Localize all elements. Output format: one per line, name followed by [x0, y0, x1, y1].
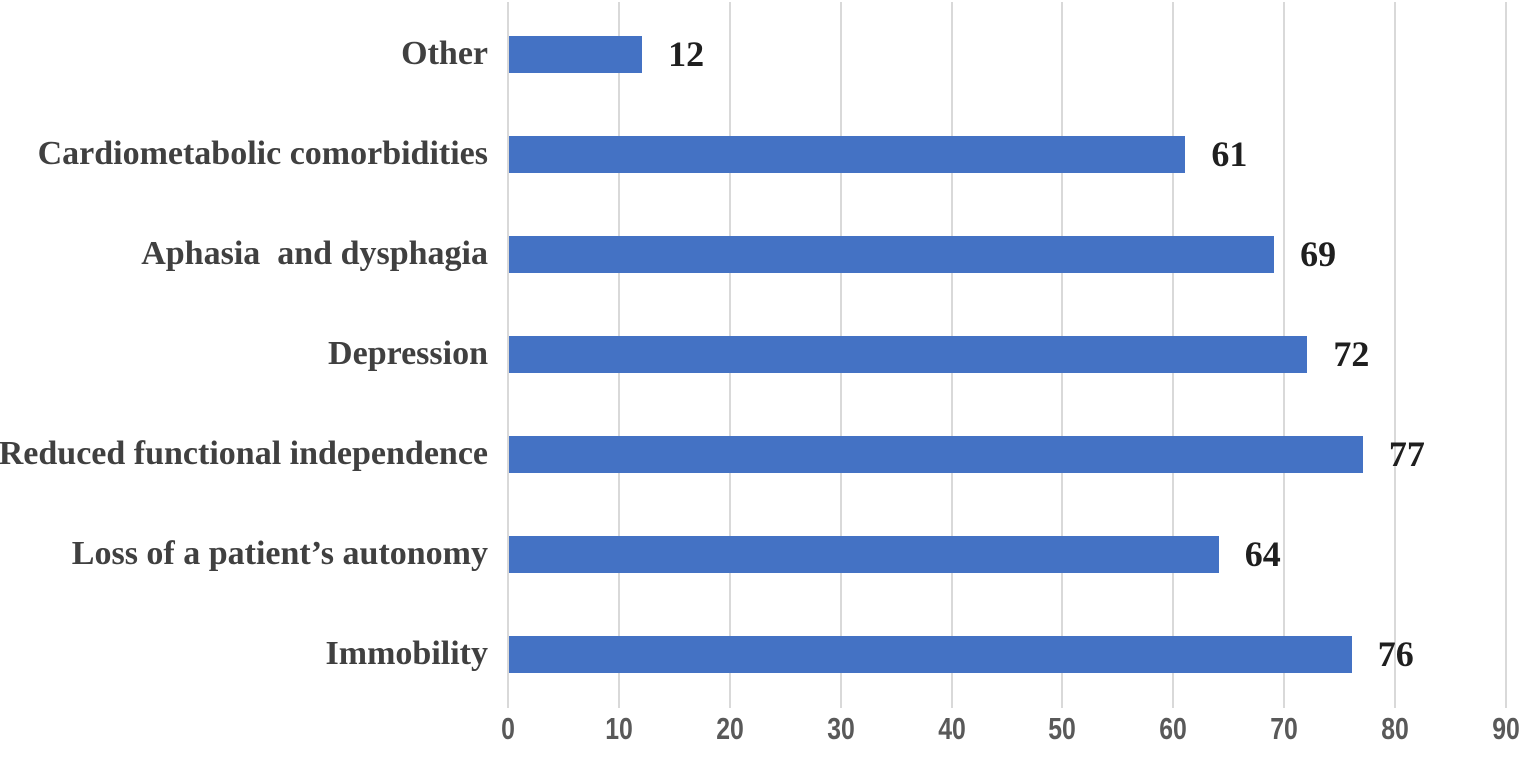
x-tick-label: 50 — [1048, 711, 1077, 746]
category-label: Cardiometabolic comorbidities — [37, 135, 488, 172]
category-label: Aphasia and dysphagia — [141, 235, 488, 272]
x-tick-label: 70 — [1270, 711, 1299, 746]
gridline — [507, 2, 509, 708]
x-tick-label: 90 — [1492, 711, 1520, 746]
category-label: Depression — [328, 335, 488, 372]
value-label: 72 — [1333, 334, 1370, 374]
bar — [509, 535, 1219, 573]
bar — [509, 435, 1363, 473]
x-tick-label: 10 — [605, 711, 633, 746]
bar — [509, 35, 643, 73]
value-label: 77 — [1388, 434, 1425, 474]
value-label: 64 — [1244, 534, 1281, 574]
x-tick-label: 20 — [715, 711, 744, 746]
value-label: 76 — [1377, 634, 1414, 674]
category-label: Immobility — [325, 635, 488, 672]
x-tick-label: 0 — [501, 711, 515, 746]
bar — [509, 635, 1352, 673]
category-label: Reduced functional independence — [0, 435, 488, 472]
bar — [509, 135, 1186, 173]
gridline — [1505, 2, 1507, 708]
x-tick-label: 80 — [1381, 711, 1409, 746]
value-label: 61 — [1211, 134, 1248, 174]
category-label: Loss of a patient’s autonomy — [71, 535, 488, 572]
x-tick-label: 30 — [826, 711, 855, 746]
category-label: Other — [401, 35, 488, 72]
x-tick-label: 40 — [937, 711, 966, 746]
value-label: 69 — [1300, 234, 1337, 274]
value-label: 12 — [668, 34, 705, 74]
bar — [509, 335, 1308, 373]
x-tick-label: 60 — [1159, 711, 1188, 746]
bar — [509, 235, 1275, 273]
gridline — [1394, 2, 1397, 708]
